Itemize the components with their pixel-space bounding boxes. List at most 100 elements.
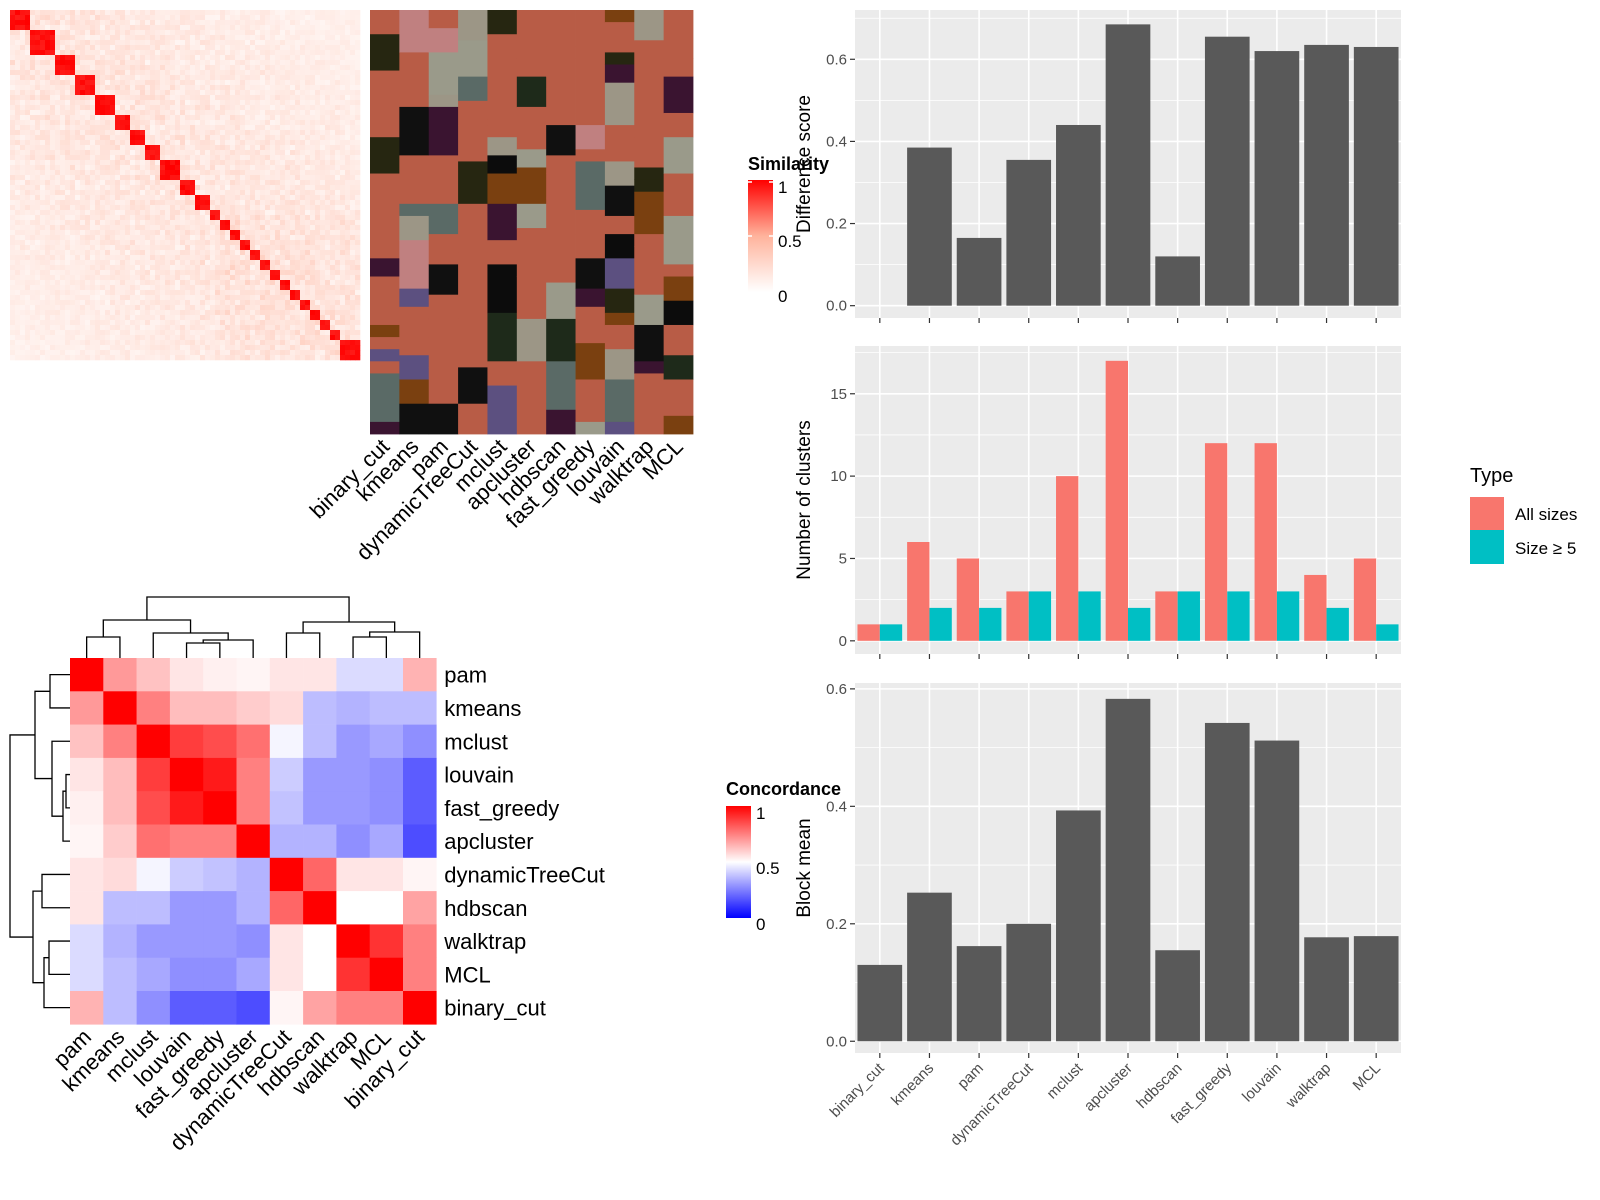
similarity-cell	[50, 330, 56, 336]
similarity-cell	[235, 250, 241, 256]
similarity-cell	[95, 155, 101, 161]
similarity-cell	[95, 265, 101, 271]
similarity-cell	[215, 220, 221, 226]
similarity-cell	[100, 295, 106, 301]
similarity-cell	[75, 240, 81, 246]
similarity-cell	[190, 240, 196, 246]
similarity-cell	[110, 205, 116, 211]
similarity-cell	[135, 325, 141, 331]
similarity-cell	[225, 210, 231, 216]
similarity-cell	[265, 95, 271, 101]
similarity-cell	[325, 245, 331, 251]
similarity-cell	[330, 20, 336, 26]
similarity-cell	[110, 260, 116, 266]
similarity-cell	[180, 110, 186, 116]
similarity-cell	[50, 75, 56, 81]
similarity-cell	[350, 205, 356, 211]
similarity-cell	[120, 85, 126, 91]
similarity-cell	[325, 110, 331, 116]
similarity-cell	[155, 65, 161, 71]
similarity-cell	[215, 345, 221, 351]
similarity-cell	[135, 20, 141, 26]
similarity-cell	[230, 350, 236, 356]
similarity-cell	[205, 180, 211, 186]
similarity-cell	[335, 185, 341, 191]
similarity-cell	[40, 180, 46, 186]
similarity-cell	[50, 175, 56, 181]
similarity-cell	[65, 310, 71, 316]
similarity-cell	[65, 285, 71, 291]
similarity-cell	[140, 75, 146, 81]
similarity-cell	[180, 175, 186, 181]
similarity-cell	[140, 265, 146, 271]
similarity-cell	[335, 115, 341, 121]
similarity-cell	[205, 50, 211, 56]
similarity-cell	[350, 115, 356, 121]
similarity-cell	[15, 185, 21, 191]
similarity-cell	[345, 255, 351, 261]
similarity-cell	[160, 240, 166, 246]
similarity-cell	[15, 295, 21, 301]
similarity-cell	[225, 270, 231, 276]
similarity-cell	[190, 350, 196, 356]
similarity-cell	[95, 90, 101, 96]
similarity-cell	[95, 245, 101, 251]
similarity-cell	[180, 255, 186, 261]
similarity-cell	[250, 270, 256, 276]
similarity-cell	[225, 25, 231, 31]
similarity-cell	[180, 10, 186, 16]
similarity-cell	[315, 265, 321, 271]
similarity-cell	[105, 155, 111, 161]
similarity-cell	[305, 55, 311, 61]
similarity-cell	[150, 140, 156, 146]
similarity-cell	[320, 50, 326, 56]
similarity-cell	[300, 230, 306, 236]
similarity-cell	[305, 20, 311, 26]
similarity-cell	[325, 205, 331, 211]
similarity-cell	[140, 350, 146, 356]
similarity-cell	[135, 300, 141, 306]
similarity-cell	[225, 325, 231, 331]
similarity-cell	[75, 120, 81, 126]
similarity-cell	[290, 165, 296, 171]
similarity-cell	[345, 185, 351, 191]
similarity-cell	[245, 300, 251, 306]
similarity-cell	[115, 320, 121, 326]
similarity-cell	[235, 175, 241, 181]
similarity-cell	[95, 355, 101, 361]
similarity-cell	[165, 270, 171, 276]
assignment-cell	[370, 173, 400, 199]
similarity-cell	[315, 35, 321, 41]
similarity-cell	[285, 180, 291, 186]
similarity-cell	[290, 335, 296, 341]
similarity-cell	[180, 305, 186, 311]
similarity-cell	[270, 150, 276, 156]
similarity-cell	[25, 235, 31, 241]
similarity-cell	[190, 120, 196, 126]
similarity-cell	[90, 350, 96, 356]
similarity-cell	[170, 305, 176, 311]
similarity-cell	[335, 10, 341, 16]
similarity-cell	[30, 265, 36, 271]
similarity-cell	[270, 265, 276, 271]
similarity-cell	[340, 255, 346, 261]
similarity-cell	[220, 85, 226, 91]
similarity-cell	[50, 350, 56, 356]
similarity-cell	[190, 65, 196, 71]
similarity-cell	[55, 200, 61, 206]
similarity-cell	[195, 175, 201, 181]
assignment-cell	[516, 361, 547, 405]
similarity-cell	[220, 260, 226, 266]
assignment-cell	[546, 318, 576, 362]
similarity-cell	[115, 315, 121, 321]
similarity-cell	[230, 270, 236, 276]
similarity-cell	[50, 285, 56, 291]
similarity-cell	[85, 205, 91, 211]
similarity-cell	[40, 200, 46, 206]
similarity-cell	[50, 95, 56, 101]
similarity-cell	[325, 40, 331, 46]
similarity-cell	[220, 235, 226, 241]
similarity-cell	[270, 215, 276, 221]
similarity-cell	[295, 250, 301, 256]
similarity-cell	[135, 60, 141, 66]
